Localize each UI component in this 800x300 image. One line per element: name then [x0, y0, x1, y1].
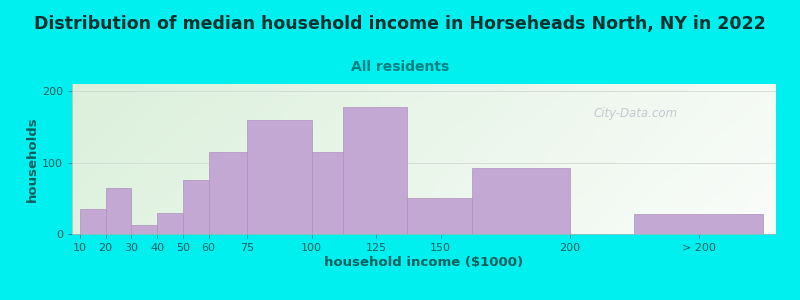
Bar — [183, 180, 209, 234]
Bar — [634, 214, 763, 234]
Bar — [209, 152, 247, 234]
Y-axis label: households: households — [26, 116, 39, 202]
Bar — [342, 107, 407, 234]
Bar — [106, 188, 131, 234]
Bar — [312, 152, 342, 234]
X-axis label: household income ($1000): household income ($1000) — [325, 256, 523, 269]
Bar — [407, 198, 472, 234]
Text: City-Data.com: City-Data.com — [593, 107, 678, 121]
Bar — [472, 168, 570, 234]
Text: Distribution of median household income in Horseheads North, NY in 2022: Distribution of median household income … — [34, 15, 766, 33]
Bar — [247, 120, 312, 234]
Bar — [80, 209, 106, 234]
Text: All residents: All residents — [351, 60, 449, 74]
Bar — [131, 225, 157, 234]
Bar — [157, 213, 183, 234]
